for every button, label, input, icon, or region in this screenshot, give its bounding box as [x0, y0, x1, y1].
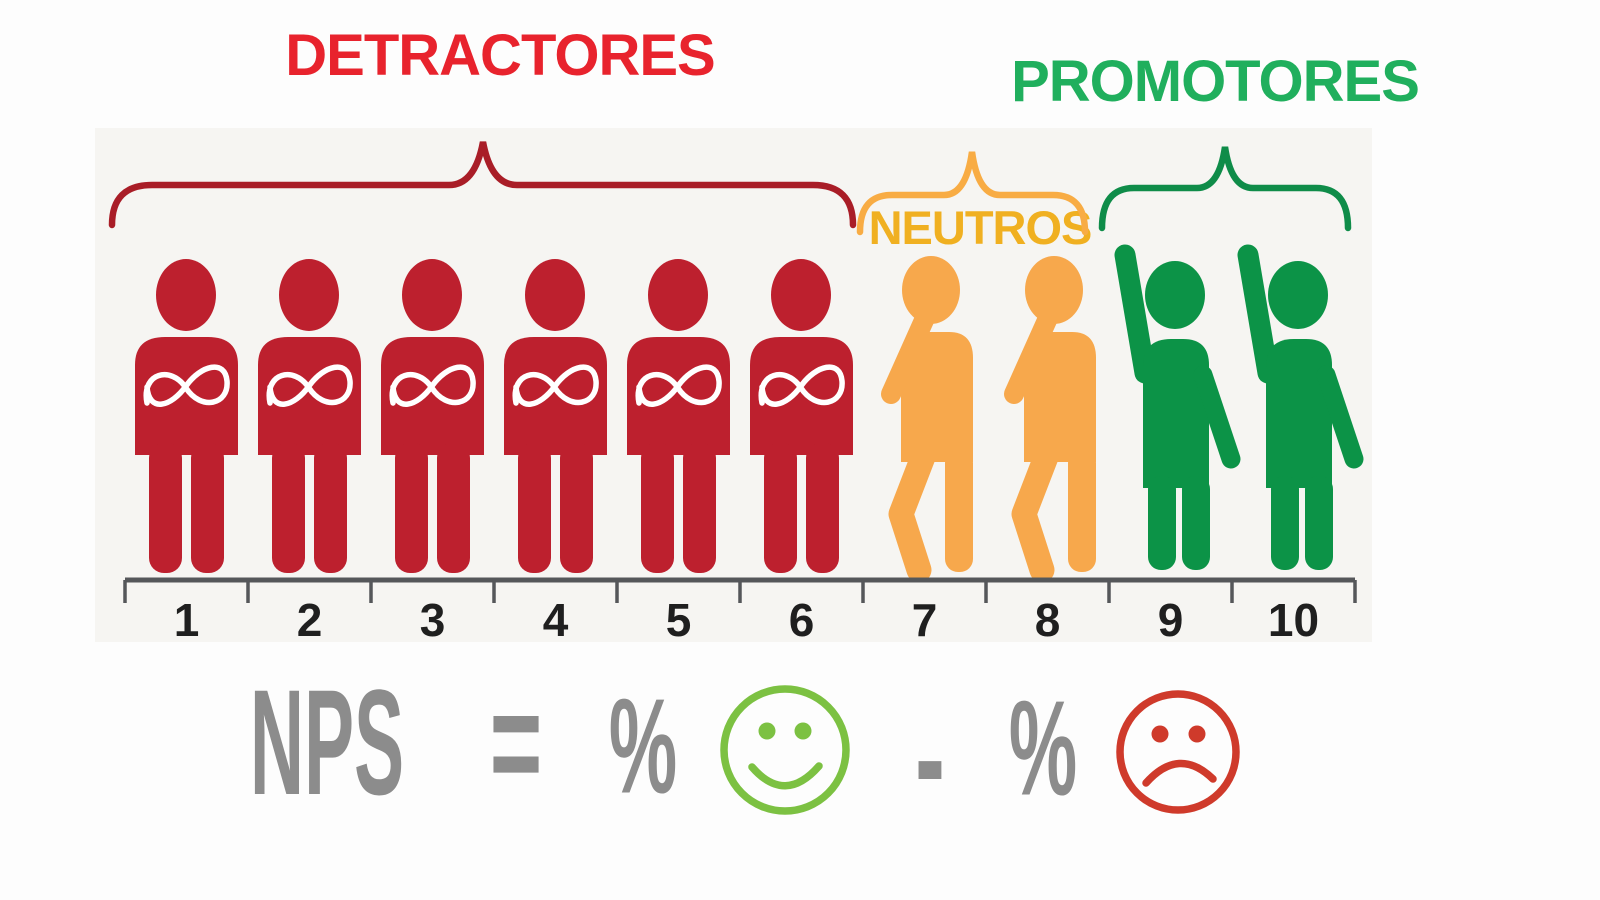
score-axis: 1 2 3 4 5 6 7 8 9 10 — [123, 577, 1357, 646]
detractores-figure — [135, 259, 238, 573]
scale-number: 6 — [789, 594, 815, 646]
detractors-brace — [108, 141, 857, 229]
promoters-brace — [1098, 146, 1352, 232]
neutros-figure — [1014, 256, 1096, 572]
detractores-figure — [504, 259, 607, 573]
scale-number: 7 — [912, 594, 938, 646]
scale-number: 9 — [1158, 594, 1184, 646]
percent-detractors: % — [1008, 672, 1078, 824]
neutros-figure — [891, 256, 973, 572]
detractores-figure — [258, 259, 361, 573]
neutrals-title: NEUTROS — [868, 201, 1093, 254]
equals-sign: = — [489, 658, 543, 826]
axis-ticks — [123, 580, 1357, 603]
nps-label: NPS — [249, 658, 405, 826]
smiley-face-icon — [720, 685, 850, 815]
percent-promoters: % — [608, 670, 678, 822]
scale-number: 8 — [1035, 594, 1061, 646]
neutrals-brace — [856, 151, 1089, 236]
promotores-figure — [1125, 255, 1231, 570]
person-figures — [135, 255, 1354, 573]
detractores-figure — [627, 259, 730, 573]
scale-number: 10 — [1268, 594, 1319, 646]
scale-number: 1 — [174, 594, 200, 646]
scale-number: 5 — [666, 594, 692, 646]
detractors-title: DETRACTORES — [285, 23, 715, 88]
axis-numbers: 1 2 3 4 5 6 7 8 9 10 — [174, 594, 1319, 646]
scale-number: 2 — [297, 594, 323, 646]
promotores-figure — [1248, 255, 1354, 570]
detractores-figure — [750, 259, 853, 573]
promoters-title: PROMOTORES — [1011, 49, 1420, 114]
minus-sign: - — [915, 673, 945, 841]
scale-number: 4 — [543, 594, 569, 646]
detractores-figure — [381, 259, 484, 573]
scale-number: 3 — [420, 594, 446, 646]
frowny-face-icon — [1116, 690, 1240, 814]
